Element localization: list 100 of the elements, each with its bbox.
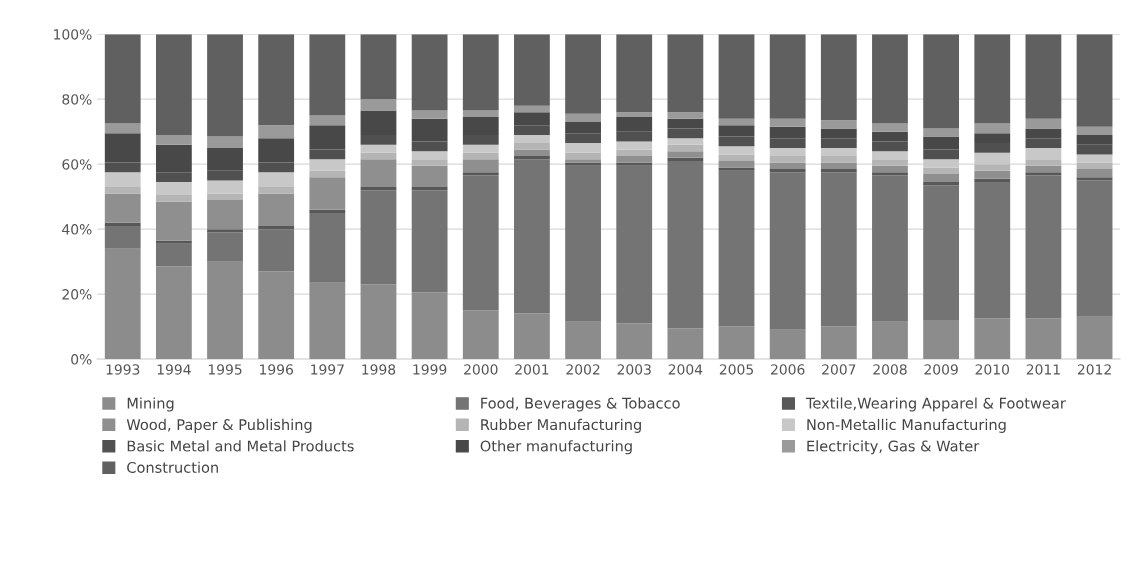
x-tick-label: 2004 (668, 364, 703, 375)
bar (309, 177, 346, 210)
bar (1025, 175, 1062, 319)
x-tick-label: 2007 (822, 364, 856, 375)
bar (514, 143, 550, 150)
bar (258, 186, 295, 194)
bar (207, 136, 243, 148)
bar (462, 175, 499, 311)
bar (820, 326, 857, 360)
x-tick-label: 2012 (1077, 364, 1111, 375)
x-tick-label: 2000 (464, 364, 498, 375)
bar (360, 34, 397, 100)
bar (514, 105, 550, 113)
bar (462, 34, 499, 111)
bar (820, 162, 857, 170)
bar (820, 147, 857, 157)
bar (462, 144, 499, 153)
bar (718, 34, 755, 119)
bar (411, 151, 448, 160)
bar (923, 173, 960, 183)
bar (1076, 162, 1113, 170)
bar (769, 162, 806, 170)
bar (1076, 154, 1113, 163)
bar (309, 212, 346, 283)
bar (872, 175, 908, 322)
bar (769, 172, 806, 330)
bar (411, 186, 448, 191)
bar (667, 157, 704, 161)
bar (258, 229, 295, 272)
bar (565, 34, 601, 114)
bar (974, 318, 1011, 360)
bar (207, 232, 243, 262)
legend-label: Wood, Paper & Publishing (126, 418, 312, 433)
bar (207, 34, 243, 137)
bar (565, 165, 601, 322)
y-tick-label: 60% (62, 159, 92, 170)
bar (820, 120, 857, 129)
bar (872, 165, 908, 173)
bar (1076, 169, 1113, 178)
bar (155, 134, 192, 145)
bar (872, 321, 908, 360)
bar (258, 125, 295, 139)
legend-label: Electricity, Gas & Water (807, 440, 980, 455)
bar (974, 178, 1011, 183)
bar (616, 323, 653, 360)
x-tick-label: 1995 (208, 364, 242, 375)
bar (769, 118, 806, 127)
bar (872, 151, 908, 160)
bar (258, 172, 295, 187)
x-tick-label: 1998 (362, 364, 396, 375)
bar (974, 152, 1011, 165)
bar (923, 185, 960, 321)
bar (309, 34, 346, 116)
legend-label: Construction (127, 461, 218, 473)
bar (667, 144, 704, 152)
x-tick-label: 1993 (106, 364, 140, 375)
bar (565, 143, 601, 153)
bar (872, 34, 908, 124)
bar (309, 170, 346, 178)
bar (155, 266, 192, 360)
bar (616, 141, 653, 150)
bar (104, 123, 141, 134)
bar (411, 110, 448, 119)
bar (1025, 165, 1062, 173)
bar (104, 248, 141, 360)
x-tick-label: 2011 (1026, 364, 1060, 375)
y-tick-label: 0% (71, 354, 92, 365)
bar (309, 282, 346, 360)
bar (872, 159, 908, 166)
bar (360, 99, 397, 111)
bar (1025, 159, 1062, 166)
bar (667, 328, 704, 360)
bar (462, 152, 499, 160)
bar (718, 146, 755, 155)
bar (923, 320, 960, 360)
y-tick-label: 80% (62, 94, 92, 105)
bar (411, 159, 448, 166)
bar (514, 313, 550, 360)
bar (104, 34, 141, 124)
x-tick-label: 1996 (260, 364, 293, 375)
bar (1025, 318, 1062, 360)
bar (616, 162, 653, 166)
bar (104, 172, 141, 187)
bar (207, 180, 243, 194)
bar (514, 159, 550, 314)
bar (974, 34, 1011, 124)
bar (872, 123, 908, 132)
bar (718, 118, 755, 126)
bar (769, 34, 806, 119)
legend-label: Rubber Manufacturing (481, 418, 641, 433)
bar (360, 152, 397, 160)
bar (360, 159, 397, 187)
legend-label: Other manufacturing (480, 440, 632, 455)
bar (104, 193, 141, 223)
legend-label: Food, Beverages & Tobacco (481, 397, 680, 412)
bar (974, 164, 1011, 171)
bar (411, 190, 448, 293)
bar (360, 284, 397, 360)
bar (974, 182, 1011, 319)
bar (360, 190, 397, 285)
